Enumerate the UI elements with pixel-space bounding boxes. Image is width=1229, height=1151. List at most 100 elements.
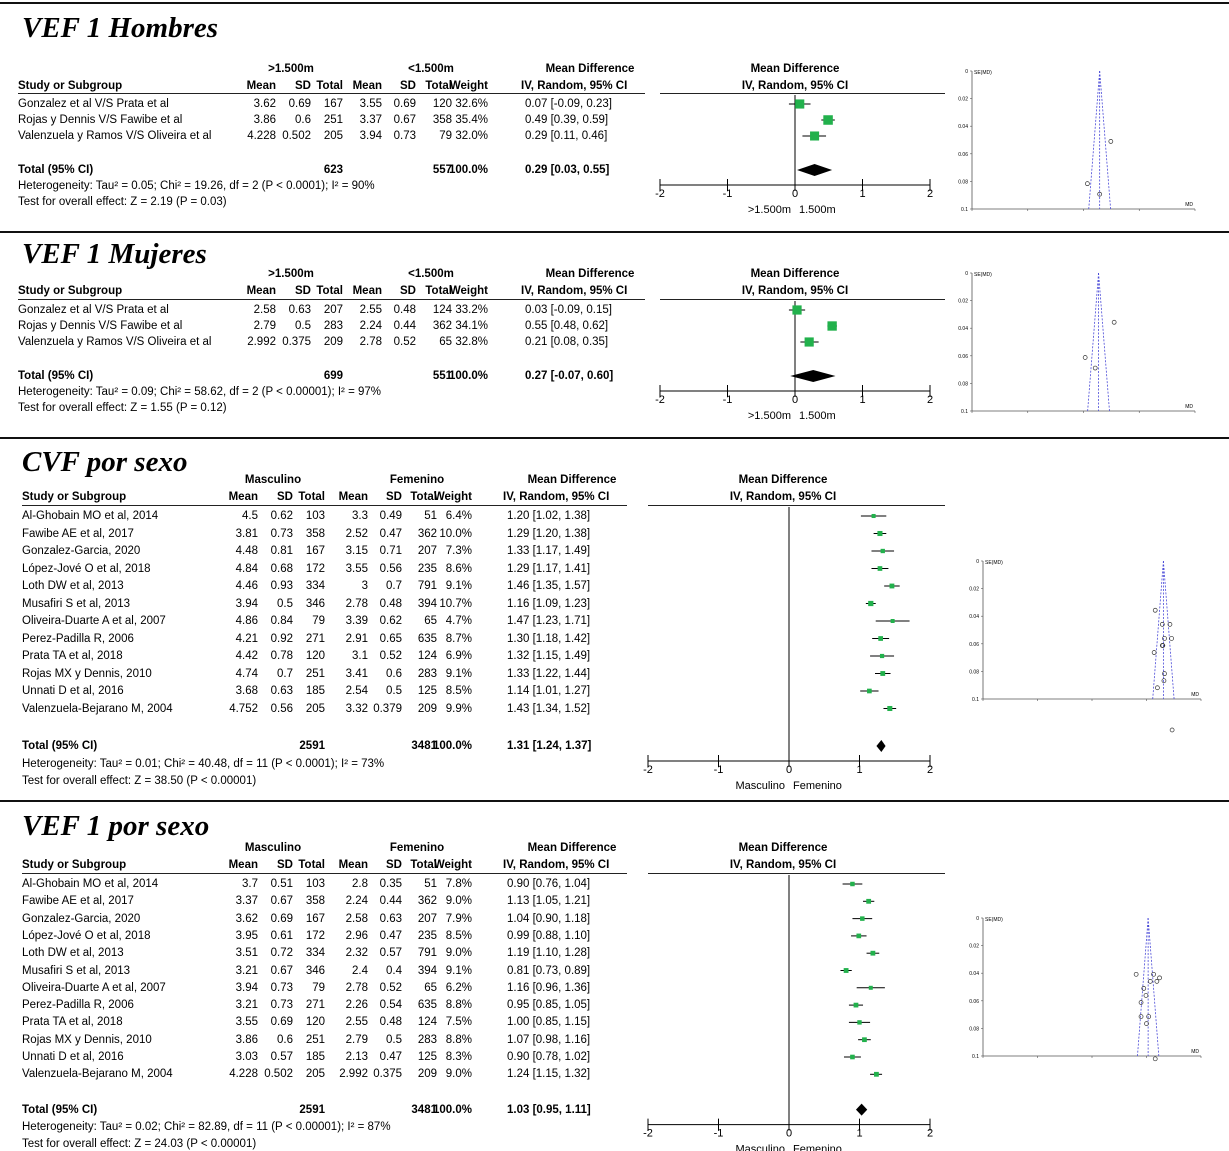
plot-header-rule [648,505,945,506]
row-n2: 65 [439,336,452,348]
row-study: Rojas MX y Dennis, 2010 [22,1033,152,1046]
row-w: 8.3% [445,1051,472,1063]
row-m2: 3.32 [345,702,368,715]
row-ci: 1.20 [1.02, 1.38] [507,510,591,522]
funnel-y-tick-label: 0.04 [969,614,979,620]
row-m2: 2.24 [345,895,368,908]
point-estimate [880,548,885,554]
axis-left-label: >1.500m [748,410,791,422]
funnel-point [1097,191,1103,197]
total-ci: 0.27 [-0.07, 0.60] [525,370,614,382]
row-sd2: 0.4 [386,964,402,977]
funnel-y-tick-label: 0.08 [958,381,968,387]
row-sd2: 0.44 [379,895,402,908]
row-study: Gonzalez et al V/S Prata et al [18,98,169,110]
row-w: 9.1% [445,580,472,592]
row-study: Valenzuela-Bejarano M, 2004 [22,1068,173,1081]
panel-title: CVF por sexo [22,446,188,478]
row-n1: 251 [305,667,325,680]
row-w: 10.0% [439,527,472,540]
funnel-point [1138,1014,1144,1019]
point-estimate [810,131,820,141]
row-n2: 635 [417,632,437,645]
col-mean: Mean [228,859,258,871]
row-n1: 271 [305,999,325,1012]
row-study: Rojas y Dennis V/S Fawibe et al [18,320,183,332]
panel-separator [0,800,1229,802]
row-w: 7.8% [445,878,472,890]
row-sd1: 0.78 [270,650,293,662]
row-sd1: 0.92 [270,632,293,645]
row-m1: 3.94 [235,597,258,610]
funnel-point [1082,355,1088,360]
row-w: 9.9% [445,702,472,715]
point-estimate [879,653,885,659]
point-estimate [862,1037,867,1043]
funnel-point [1133,971,1139,977]
row-sd1: 0.57 [270,1051,293,1063]
point-estimate [853,1002,859,1008]
point-estimate [877,530,883,537]
x-tick-label: 2 [927,394,933,406]
row-m1: 4.46 [235,580,258,592]
funnel-x-label: MD [1191,1049,1199,1055]
row-study: Prata TA et al, 2018 [22,1016,123,1029]
row-sd2: 0.48 [379,1016,402,1029]
row-sd1: 0.502 [282,130,311,142]
col-sd: SD [277,859,293,871]
row-sd1: 0.84 [270,615,293,627]
row-sd2: 0.52 [379,650,402,662]
row-n2: 65 [424,615,437,627]
row-n2: 235 [417,929,437,942]
overall-effect: Test for overall effect: Z = 1.55 (P = 0… [18,402,227,414]
point-estimate [827,321,837,331]
row-m1: 3.86 [253,114,276,126]
group-header-2: Femenino [389,842,445,854]
point-estimate [843,968,849,973]
point-estimate [860,916,865,921]
total-n2: 557 [432,164,452,176]
funnel-y-tick-label: 0.06 [969,642,979,648]
row-ci: 0.90 [0.76, 1.04] [507,878,591,890]
row-m1: 3.94 [235,981,258,994]
group-header-1: Masculino [244,842,302,854]
total-n1: 623 [323,164,343,176]
row-sd2: 0.65 [379,632,402,645]
row-m1: 3.68 [235,685,258,697]
row-study: Fawibe AE et al, 2017 [22,527,134,540]
row-ci: 1.32 [1.15, 1.49] [507,650,591,662]
col-md-ci: IV, Random, 95% CI [503,859,610,871]
row-n2: 358 [432,114,452,126]
row-n1: 334 [305,947,325,960]
x-tick-label: 2 [927,188,933,200]
row-m1: 3.37 [235,895,258,908]
row-ci: 1.16 [1.09, 1.23] [507,597,591,610]
col-total: Total [425,80,452,92]
row-n2: 283 [417,667,437,680]
funnel-y-label: SE(MD) [985,917,1003,923]
row-n2: 207 [417,912,437,925]
row-n2: 394 [417,964,437,977]
row-sd1: 0.7 [277,667,293,680]
row-n2: 209 [417,702,437,715]
point-estimate [856,933,862,939]
row-m2: 2.58 [345,912,368,925]
row-m2: 2.54 [345,685,368,697]
total-n1: 2591 [299,740,325,752]
row-n2: 791 [417,947,437,960]
row-n2: 235 [417,562,437,575]
funnel-point [1155,685,1160,691]
total-n2: 551 [432,370,452,382]
x-tick-label: -1 [714,764,724,776]
col-total: Total [298,491,325,503]
row-study: Valenzuela y Ramos V/S Oliveira et al [18,336,212,348]
panel-separator [0,231,1229,233]
funnel-y-label: SE(MD) [985,560,1003,566]
row-m1: 4.42 [235,650,258,662]
row-sd2: 0.5 [386,1033,402,1046]
funnel-y-tick-label: 0 [965,69,968,75]
row-sd2: 0.6 [386,667,402,680]
header-rule [18,299,645,300]
row-w: 4.7% [445,615,472,627]
